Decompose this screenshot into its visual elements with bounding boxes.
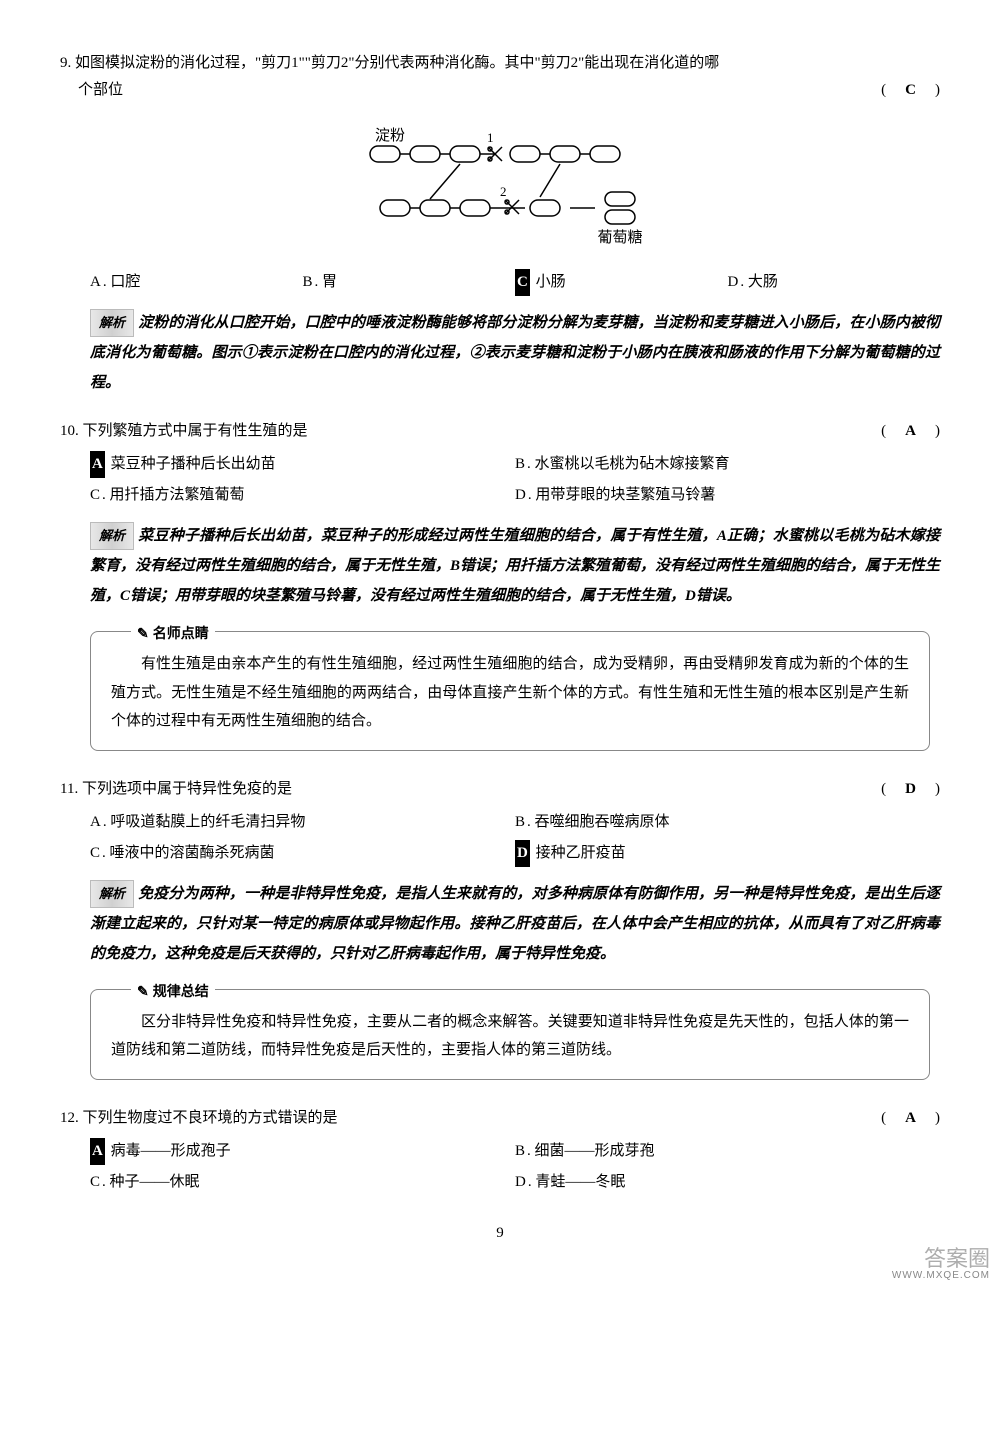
q10-opt-c: C. 用扦插方法繁殖葡萄 [90,482,515,509]
q9-answer: ( C ) [881,77,940,104]
q12-opt-a: A 病毒——形成孢子 [90,1138,515,1165]
explain-label-icon: 解析 [90,880,134,908]
question-10: 10. 下列繁殖方式中属于有性生殖的是 ( A ) A 菜豆种子播种后长出幼苗 … [60,418,940,751]
q9-options: A. 口腔 B. 胃 C 小肠 D. 大肠 [60,269,940,300]
q10-explain: 解析菜豆种子播种后长出幼苗，菜豆种子的形成经过两性生殖细胞的结合，属于有性生殖，… [60,521,940,611]
pointer-icon: ✎ [137,625,149,641]
question-12: 12. 下列生物度过不良环境的方式错误的是 ( A ) A 病毒——形成孢子 B… [60,1105,940,1200]
q11-opt-a: A. 呼吸道黏膜上的纤毛清扫异物 [90,809,515,836]
q10-opt-a: A 菜豆种子播种后长出幼苗 [90,451,515,478]
q12-opt-c: C. 种子——休眠 [90,1169,515,1196]
q12-options: A 病毒——形成孢子 B. 细菌——形成芽孢 C. 种子——休眠 D. 青蛙——… [60,1138,940,1200]
q9-opt-a: A. 口腔 [90,269,303,296]
q11-tip-content: 区分非特异性免疫和特异性免疫，主要从二者的概念来解答。关键要知道非特异性免疫是先… [111,1008,909,1065]
svg-text:1: 1 [487,130,494,145]
q10-tip-content: 有性生殖是由亲本产生的有性生殖细胞，经过两性生殖细胞的结合，成为受精卵，再由受精… [111,650,909,736]
q11-tip-title: ✎规律总结 [131,978,215,1005]
q10-answer: ( A ) [881,418,940,445]
q11-answer: ( D ) [881,776,940,803]
q12-answer: ( A ) [881,1105,940,1132]
svg-text:葡萄糖: 葡萄糖 [597,229,642,246]
question-11: 11. 下列选项中属于特异性免疫的是 ( D ) A. 呼吸道黏膜上的纤毛清扫异… [60,776,940,1080]
q10-stem: 10. 下列繁殖方式中属于有性生殖的是 [60,418,881,445]
starch-digestion-diagram: 淀粉 1 [310,114,690,254]
q9-opt-d: D. 大肠 [728,269,941,296]
q11-explain: 解析免疫分为两种，一种是非特异性免疫，是指人生来就有的，对多种病原体有防御作用，… [60,879,940,969]
q9-diagram: 淀粉 1 [60,114,940,254]
q9-opt-c: C 小肠 [515,269,728,296]
svg-text:淀粉: 淀粉 [375,127,405,144]
q10-opt-b: B. 水蜜桃以毛桃为砧木嫁接繁育 [515,451,940,478]
q10-options: A 菜豆种子播种后长出幼苗 B. 水蜜桃以毛桃为砧木嫁接繁育 C. 用扦插方法繁… [60,451,940,513]
svg-text:2: 2 [500,184,507,199]
q9-stem-line1: 9. 如图模拟淀粉的消化过程，"剪刀1""剪刀2"分别代表两种消化酶。其中"剪刀… [60,50,940,77]
q12-stem: 12. 下列生物度过不良环境的方式错误的是 [60,1105,881,1132]
q11-opt-d: D 接种乙肝疫苗 [515,840,940,867]
q12-opt-d: D. 青蛙——冬眠 [515,1169,940,1196]
q12-stem-row: 12. 下列生物度过不良环境的方式错误的是 ( A ) [60,1105,940,1132]
q9-explain: 解析淀粉的消化从口腔开始，口腔中的唾液淀粉酶能够将部分淀粉分解为麦芽糖，当淀粉和… [60,308,940,398]
q10-tip-title: ✎名师点睛 [131,620,215,647]
q9-stem-row: 个部位 ( C ) [60,77,940,104]
pointer-icon: ✎ [137,983,149,999]
q11-opt-c: C. 唾液中的溶菌酶杀死病菌 [90,840,515,867]
question-9: 9. 如图模拟淀粉的消化过程，"剪刀1""剪刀2"分别代表两种消化酶。其中"剪刀… [60,50,940,398]
q9-stem-line2: 个部位 [60,77,881,104]
q10-tip-box: ✎名师点睛 有性生殖是由亲本产生的有性生殖细胞，经过两性生殖细胞的结合，成为受精… [90,631,930,751]
explain-label-icon: 解析 [90,309,134,337]
q12-opt-b: B. 细菌——形成芽孢 [515,1138,940,1165]
explain-label-icon: 解析 [90,522,134,550]
page-number: 9 [60,1220,940,1247]
q9-opt-b: B. 胃 [303,269,516,296]
q11-tip-box: ✎规律总结 区分非特异性免疫和特异性免疫，主要从二者的概念来解答。关键要知道非特… [90,989,930,1080]
watermark-url: WWW.MXQE.COM [892,1267,990,1285]
q10-opt-d: D. 用带芽眼的块茎繁殖马铃薯 [515,482,940,509]
q11-stem: 11. 下列选项中属于特异性免疫的是 [60,776,881,803]
q11-stem-row: 11. 下列选项中属于特异性免疫的是 ( D ) [60,776,940,803]
q10-stem-row: 10. 下列繁殖方式中属于有性生殖的是 ( A ) [60,418,940,445]
q11-opt-b: B. 吞噬细胞吞噬病原体 [515,809,940,836]
q11-options: A. 呼吸道黏膜上的纤毛清扫异物 B. 吞噬细胞吞噬病原体 C. 唾液中的溶菌酶… [60,809,940,871]
